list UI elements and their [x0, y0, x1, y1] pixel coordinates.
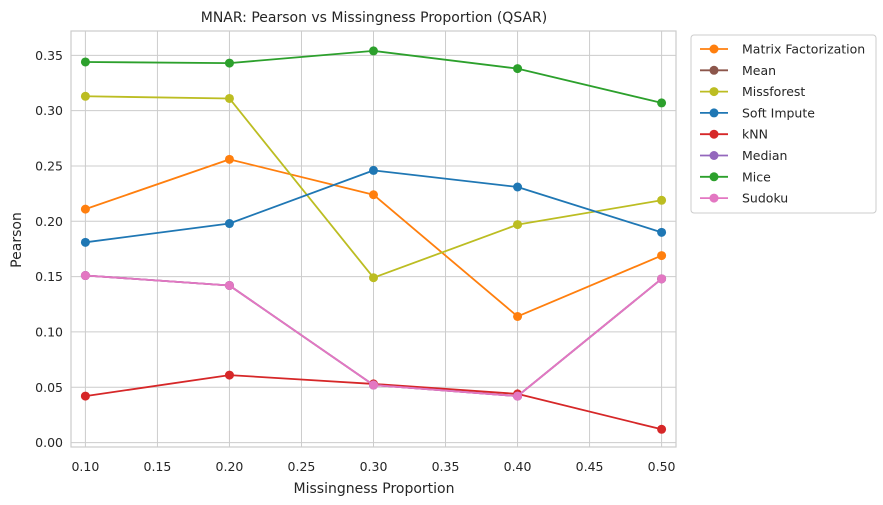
x-tick-label: 0.20	[216, 459, 244, 474]
data-point-missforest	[224, 93, 234, 103]
data-point-soft-impute	[80, 237, 90, 247]
legend-label: kNN	[742, 127, 768, 142]
data-point-missforest	[80, 91, 90, 101]
legend-marker	[709, 87, 719, 97]
legend-entry-sudoku: Sudoku	[700, 191, 788, 206]
data-point-sudoku	[224, 280, 234, 290]
legend-label: Sudoku	[742, 191, 788, 206]
chart-title: MNAR: Pearson vs Missingness Proportion …	[201, 10, 548, 26]
legend-label: Soft Impute	[742, 105, 815, 120]
legend-marker	[709, 44, 719, 54]
x-axis-ticks: 0.10 0.15 0.20 0.25 0.30 0.35 0.40 0.45 0.50	[71, 459, 675, 474]
data-point-matrix-factorization	[657, 251, 667, 261]
data-point-sudoku	[80, 271, 90, 281]
legend-label: Mean	[742, 63, 776, 78]
data-point-missforest	[513, 220, 523, 230]
plot-area-border	[70, 30, 677, 448]
y-axis-ticks: 0.00 0.05 0.10 0.15 0.20 0.25 0.30 0.35	[35, 48, 63, 450]
legend-entry-knn: kNN	[700, 127, 768, 142]
legend-marker	[709, 65, 719, 75]
y-tick-label: 0.30	[35, 103, 63, 118]
legend: Matrix Factorization Mean Missforest Soft I…	[690, 34, 877, 214]
y-tick-label: 0.25	[35, 158, 63, 173]
x-tick-label: 0.35	[432, 459, 460, 474]
y-axis-label: Pearson	[9, 212, 25, 268]
data-point-knn	[657, 424, 667, 434]
legend-marker	[709, 151, 719, 160]
data-point-mice	[513, 64, 523, 74]
legend-marker	[709, 193, 719, 203]
series-missforest	[80, 91, 667, 283]
x-axis-label: Missingness Proportion	[294, 481, 455, 497]
legend-entry-mice: Mice	[700, 169, 771, 184]
data-point-soft-impute	[224, 219, 234, 229]
data-point-mice	[369, 46, 378, 56]
data-point-knn	[224, 370, 234, 380]
y-tick-label: 0.05	[35, 380, 63, 395]
legend-frame	[690, 34, 877, 214]
data-point-sudoku	[513, 391, 523, 401]
data-point-soft-impute	[657, 227, 667, 237]
legend-label: Missforest	[742, 84, 805, 99]
legend-entry-matrix-factorization: Matrix Factorization	[700, 42, 865, 57]
series-matrix-factorization	[80, 154, 667, 321]
data-point-matrix-factorization	[513, 311, 523, 321]
data-point-mice	[657, 98, 667, 108]
y-tick-label: 0.15	[35, 269, 63, 284]
series-mice	[80, 46, 667, 108]
y-tick-label: 0.35	[35, 48, 63, 63]
series-layer	[80, 46, 667, 434]
data-point-sudoku	[369, 380, 378, 390]
y-tick-label: 0.20	[35, 214, 63, 229]
series-sudoku	[80, 271, 667, 401]
data-point-soft-impute	[369, 165, 378, 175]
x-tick-label: 0.50	[648, 459, 676, 474]
y-tick-label: 0.10	[35, 324, 63, 339]
data-point-sudoku	[657, 274, 667, 284]
x-tick-label: 0.10	[71, 459, 99, 474]
data-point-missforest	[657, 195, 667, 205]
x-tick-label: 0.15	[144, 459, 172, 474]
legend-entry-soft-impute: Soft Impute	[700, 105, 815, 120]
data-point-soft-impute	[513, 182, 523, 192]
legend-label: Mice	[742, 169, 771, 184]
x-tick-label: 0.25	[288, 459, 316, 474]
legend-entry-mean: Mean	[700, 63, 776, 78]
y-tick-label: 0.00	[35, 435, 63, 450]
x-tick-label: 0.30	[360, 459, 388, 474]
data-point-missforest	[369, 273, 378, 283]
legend-marker	[709, 172, 719, 182]
legend-label: Matrix Factorization	[742, 42, 865, 57]
data-point-mice	[224, 58, 234, 68]
legend-entry-missforest: Missforest	[700, 84, 805, 99]
legend-entry-median: Median	[700, 148, 787, 163]
data-point-matrix-factorization	[224, 154, 234, 164]
x-tick-label: 0.45	[576, 459, 604, 474]
data-point-matrix-factorization	[80, 204, 90, 214]
legend-marker	[709, 129, 719, 139]
data-point-mice	[80, 57, 90, 67]
legend-label: Median	[742, 148, 787, 163]
series-soft-impute	[80, 165, 667, 247]
data-point-matrix-factorization	[369, 190, 378, 200]
legend-marker	[709, 108, 719, 118]
data-point-knn	[80, 391, 90, 401]
x-tick-label: 0.40	[504, 459, 532, 474]
